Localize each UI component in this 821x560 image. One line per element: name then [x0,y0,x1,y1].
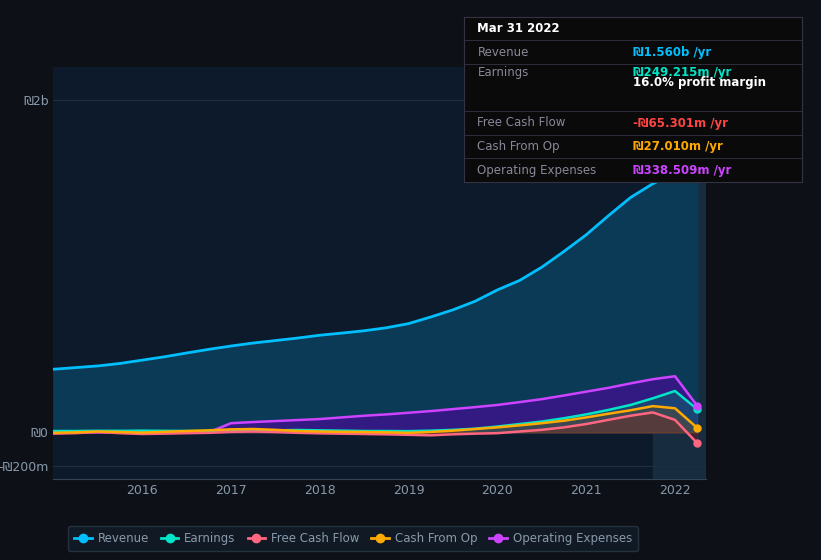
Bar [653,67,706,479]
Text: Free Cash Flow: Free Cash Flow [477,116,566,129]
Text: ₪338.509m /yr: ₪338.509m /yr [633,164,732,177]
Text: ₪249.215m /yr: ₪249.215m /yr [633,66,732,79]
Text: Operating Expenses: Operating Expenses [477,164,597,177]
Text: 16.0% profit margin: 16.0% profit margin [633,76,766,89]
Text: Earnings: Earnings [477,66,529,79]
Text: Cash From Op: Cash From Op [477,140,560,153]
Text: Mar 31 2022: Mar 31 2022 [477,22,560,35]
Text: ₪1.560b /yr: ₪1.560b /yr [633,46,711,59]
Legend: Revenue, Earnings, Free Cash Flow, Cash From Op, Operating Expenses: Revenue, Earnings, Free Cash Flow, Cash … [68,526,638,551]
Text: ₪27.010m /yr: ₪27.010m /yr [633,140,722,153]
Text: -₪65.301m /yr: -₪65.301m /yr [633,116,728,129]
Text: Revenue: Revenue [477,46,529,59]
